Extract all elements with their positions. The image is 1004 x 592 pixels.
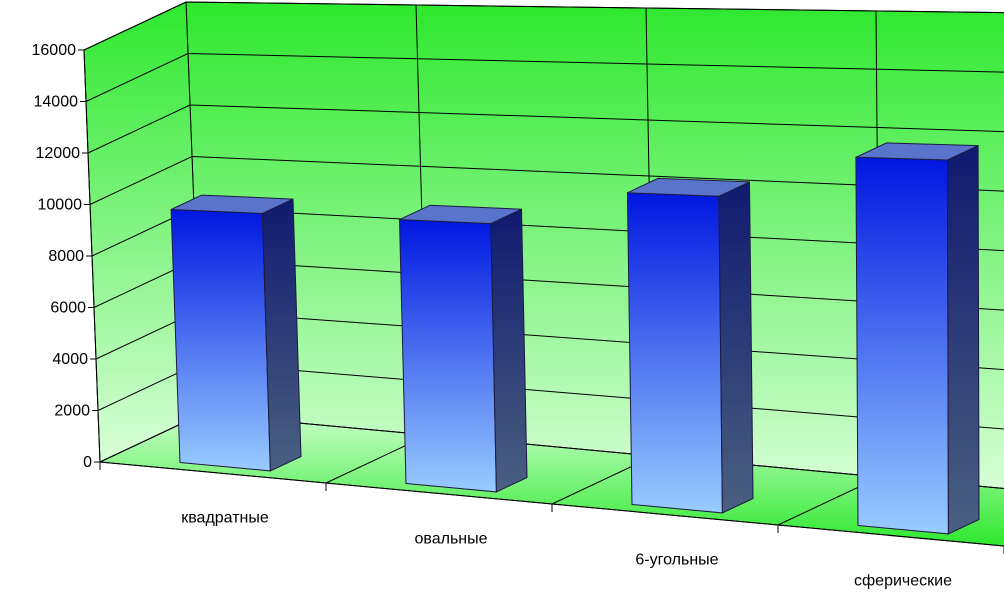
bar <box>398 204 528 493</box>
gridline <box>85 52 1004 102</box>
bar-top <box>627 177 750 197</box>
y-tick-label: 4000 <box>52 351 88 368</box>
bar-top <box>855 142 979 161</box>
y-tick-label: 6000 <box>50 300 86 317</box>
gridline <box>83 1 1004 51</box>
y-tick-label: 10000 <box>38 197 83 214</box>
y-tick-label: 0 <box>83 454 92 471</box>
category-label: 6-угольные <box>635 552 718 569</box>
bar-top <box>170 194 294 215</box>
bar-front <box>170 208 271 472</box>
bar-side <box>718 181 754 514</box>
gridline <box>89 155 1004 205</box>
bar-side <box>946 144 980 535</box>
bar-front <box>626 192 723 514</box>
bar <box>170 194 302 472</box>
category-label: сферические <box>854 573 952 590</box>
y-tick-label: 8000 <box>48 248 84 265</box>
bar-side <box>490 208 528 493</box>
y-tick-label: 14000 <box>34 94 79 111</box>
bar-front <box>855 156 949 535</box>
y-tick-label: 16000 <box>32 42 77 59</box>
bar <box>626 177 754 514</box>
bar <box>855 142 980 535</box>
y-tick-label: 2000 <box>54 403 90 420</box>
category-label: овальные <box>414 531 487 548</box>
bar-top <box>399 204 522 225</box>
bar-front <box>398 219 497 493</box>
category-label: квадратные <box>181 510 269 527</box>
y-tick-label: 12000 <box>36 145 81 162</box>
gridline <box>87 104 1004 154</box>
